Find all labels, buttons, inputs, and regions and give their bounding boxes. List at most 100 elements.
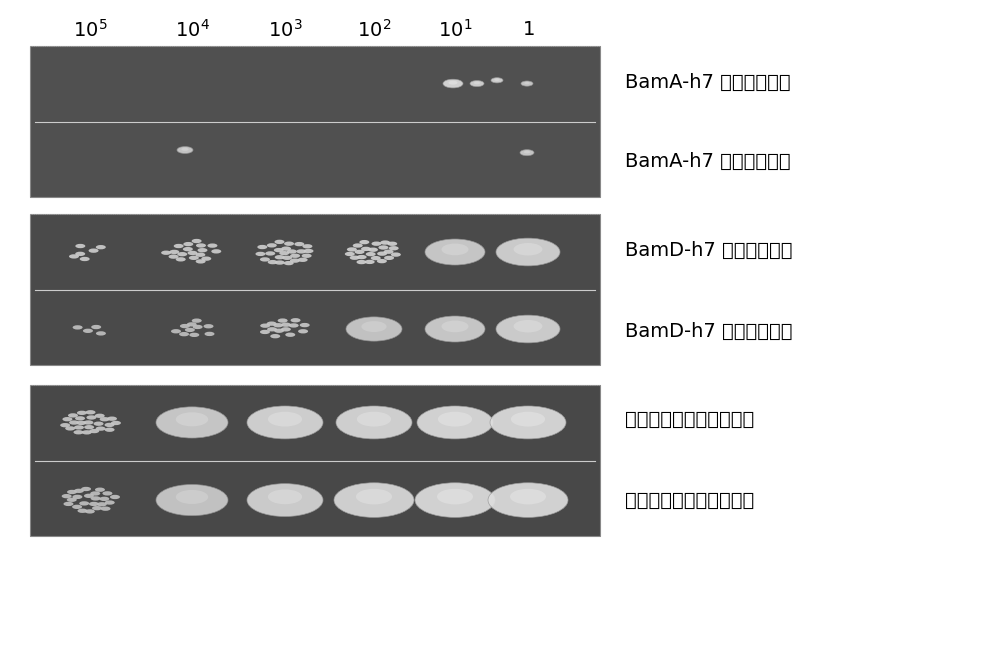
Ellipse shape (260, 257, 270, 262)
Ellipse shape (62, 494, 72, 498)
Ellipse shape (111, 421, 121, 425)
Ellipse shape (187, 322, 197, 326)
Ellipse shape (177, 252, 187, 257)
Bar (30, 385, 600, 536)
Ellipse shape (371, 241, 381, 246)
Ellipse shape (91, 325, 101, 329)
Ellipse shape (105, 428, 115, 432)
Ellipse shape (359, 240, 369, 244)
Ellipse shape (488, 483, 568, 517)
Ellipse shape (353, 243, 363, 247)
Ellipse shape (257, 245, 267, 249)
Ellipse shape (334, 483, 414, 517)
Ellipse shape (496, 315, 560, 343)
Text: $10^2$: $10^2$ (357, 18, 391, 41)
Ellipse shape (247, 406, 323, 439)
Ellipse shape (366, 252, 376, 257)
Ellipse shape (470, 80, 484, 87)
Ellipse shape (201, 257, 211, 261)
Ellipse shape (193, 325, 203, 329)
Ellipse shape (67, 490, 77, 494)
Ellipse shape (443, 79, 463, 88)
Ellipse shape (336, 406, 412, 439)
Ellipse shape (377, 259, 387, 263)
Ellipse shape (102, 492, 112, 495)
Ellipse shape (347, 247, 357, 251)
Ellipse shape (281, 327, 291, 332)
Ellipse shape (380, 240, 390, 245)
Ellipse shape (174, 244, 184, 248)
Ellipse shape (156, 484, 228, 516)
Ellipse shape (177, 147, 193, 153)
Ellipse shape (275, 255, 285, 259)
Ellipse shape (181, 148, 189, 151)
Ellipse shape (260, 324, 270, 328)
Ellipse shape (105, 422, 115, 427)
Ellipse shape (81, 487, 91, 491)
Text: $10^1$: $10^1$ (438, 18, 472, 41)
Ellipse shape (491, 78, 503, 83)
Ellipse shape (291, 318, 301, 322)
Ellipse shape (357, 255, 367, 259)
Ellipse shape (274, 248, 284, 252)
Ellipse shape (437, 489, 473, 505)
Ellipse shape (179, 332, 189, 336)
Ellipse shape (73, 325, 83, 330)
Ellipse shape (290, 253, 300, 258)
Ellipse shape (279, 251, 289, 255)
Ellipse shape (176, 490, 208, 504)
Ellipse shape (183, 242, 193, 246)
Ellipse shape (514, 320, 542, 332)
Ellipse shape (94, 422, 104, 426)
Ellipse shape (75, 244, 85, 248)
Ellipse shape (84, 425, 94, 429)
Ellipse shape (185, 328, 195, 332)
Ellipse shape (415, 483, 495, 517)
Ellipse shape (79, 501, 89, 505)
Ellipse shape (296, 249, 306, 253)
Text: 未经实验处理的空白对照: 未经实验处理的空白对照 (625, 491, 754, 509)
Ellipse shape (438, 412, 472, 426)
Ellipse shape (204, 324, 214, 328)
Ellipse shape (356, 260, 366, 265)
Ellipse shape (89, 502, 99, 506)
Ellipse shape (361, 321, 387, 332)
Ellipse shape (176, 413, 208, 426)
Ellipse shape (448, 81, 458, 85)
Ellipse shape (62, 417, 72, 421)
Ellipse shape (95, 488, 105, 492)
Ellipse shape (265, 251, 275, 255)
Ellipse shape (267, 243, 277, 247)
Ellipse shape (75, 417, 85, 420)
Ellipse shape (284, 261, 294, 265)
Ellipse shape (68, 413, 78, 418)
Ellipse shape (442, 320, 468, 332)
Ellipse shape (207, 243, 217, 248)
Ellipse shape (425, 239, 485, 265)
Ellipse shape (73, 430, 83, 434)
Ellipse shape (268, 412, 302, 426)
Ellipse shape (365, 260, 375, 264)
Ellipse shape (384, 256, 394, 260)
Ellipse shape (69, 420, 79, 424)
Ellipse shape (176, 257, 186, 261)
Ellipse shape (100, 417, 110, 421)
Ellipse shape (302, 253, 312, 258)
Ellipse shape (192, 239, 202, 243)
Ellipse shape (391, 253, 401, 257)
Bar (30, 214, 600, 365)
Ellipse shape (520, 149, 534, 156)
Ellipse shape (287, 249, 297, 253)
Ellipse shape (63, 502, 73, 506)
Ellipse shape (268, 260, 278, 265)
Ellipse shape (357, 412, 391, 426)
Ellipse shape (89, 249, 99, 253)
Ellipse shape (285, 332, 295, 337)
Ellipse shape (84, 494, 94, 498)
Text: BamA-h7 处理后得结果: BamA-h7 处理后得结果 (625, 73, 791, 91)
Ellipse shape (105, 500, 115, 505)
Ellipse shape (377, 251, 387, 256)
Ellipse shape (77, 509, 87, 513)
Ellipse shape (189, 333, 199, 337)
Ellipse shape (255, 252, 265, 256)
